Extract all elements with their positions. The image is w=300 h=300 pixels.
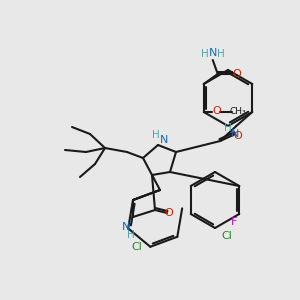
Text: O: O	[232, 69, 241, 79]
Text: Cl: Cl	[222, 231, 232, 241]
Text: F: F	[231, 217, 237, 227]
Text: H: H	[201, 49, 208, 59]
Text: Cl: Cl	[131, 242, 142, 252]
Text: H: H	[152, 130, 160, 140]
Text: N: N	[208, 48, 217, 58]
Text: N: N	[122, 222, 130, 232]
Text: O: O	[234, 131, 243, 141]
Text: N: N	[231, 129, 239, 139]
Text: CH₃: CH₃	[230, 107, 246, 116]
Text: O: O	[165, 208, 173, 218]
Text: O: O	[212, 106, 221, 116]
Text: N: N	[160, 135, 168, 145]
Text: H: H	[127, 230, 135, 240]
Text: H: H	[217, 49, 225, 59]
Text: H: H	[224, 123, 232, 133]
